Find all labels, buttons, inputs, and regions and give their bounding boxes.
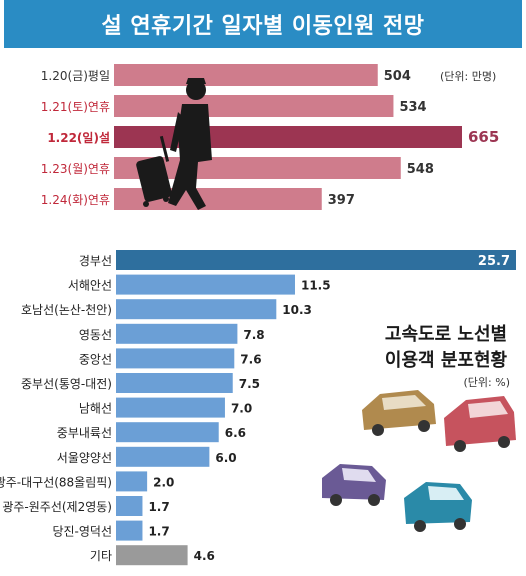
route-bar-2 [116, 299, 277, 320]
traveler-icon [136, 78, 212, 210]
route-value-5: 7.5 [239, 377, 260, 391]
day-label-0: 1.20(금)평일 [41, 69, 110, 83]
route-value-9: 2.0 [153, 475, 174, 489]
route-bar-0 [116, 250, 516, 270]
route-bar-12 [116, 545, 188, 566]
route-value-1: 11.5 [301, 279, 331, 293]
route-bar-6 [116, 397, 225, 418]
route-value-10: 1.7 [148, 500, 169, 514]
route-bar-1 [116, 274, 295, 295]
route-label-11: 당진-영덕선 [52, 525, 112, 539]
route-label-7: 중부내륙선 [57, 426, 112, 440]
route-label-0: 경부선 [79, 254, 112, 268]
day-bar-0 [114, 64, 378, 86]
day-label-1: 1.21(토)연휴 [41, 100, 110, 114]
route-title-line2: 이용객 분포현황 [385, 350, 508, 371]
day-label-3: 1.23(월)연휴 [41, 162, 110, 176]
route-label-1: 서해안선 [68, 279, 112, 293]
day-value-3: 548 [407, 162, 434, 177]
purple-car-icon [322, 464, 386, 506]
teal-car-icon [404, 482, 472, 532]
route-bar-11 [116, 520, 143, 541]
day-value-0: 504 [384, 69, 411, 84]
red-car-icon [444, 396, 516, 452]
route-value-7: 6.6 [225, 426, 246, 440]
travel-by-day-chart: 1.20(금)평일 504 1.21(토)연휴 534 1.22(일)설 665 1.23(… [41, 64, 499, 210]
highway-share-chart: 경부선 25.7 서해안선 11.5 호남선(논산-천안) 10.3 영동선 7.8 중앙선 7.… [0, 250, 516, 566]
route-bar-4 [116, 348, 235, 369]
route-value-8: 6.0 [215, 451, 236, 465]
route-title-line1: 고속도로 노선별 [385, 324, 507, 345]
route-value-0: 25.7 [478, 254, 510, 269]
route-bar-5 [116, 373, 233, 393]
day-bar-1 [114, 95, 394, 117]
route-unit-label: (단위: %) [464, 376, 510, 389]
route-value-2: 10.3 [282, 303, 312, 317]
day-value-2: 665 [468, 128, 499, 146]
day-value-1: 534 [399, 100, 426, 115]
route-label-10: 광주-원주선(제2영동) [2, 500, 112, 514]
route-value-4: 7.6 [240, 352, 261, 366]
day-label-4: 1.24(화)연휴 [41, 193, 110, 207]
route-label-12: 기타 [90, 549, 112, 563]
day-bar-2 [114, 126, 462, 148]
route-label-3: 영동선 [79, 328, 112, 342]
route-bar-7 [116, 422, 219, 443]
route-label-9: 광주-대구선(88올림픽) [0, 475, 112, 489]
route-value-3: 7.8 [243, 328, 264, 342]
day-value-4: 397 [328, 193, 355, 208]
route-label-6: 남해선 [79, 402, 112, 416]
route-label-8: 서울양양선 [57, 451, 112, 465]
route-bar-10 [116, 496, 143, 516]
day-label-2: 1.22(일)설 [47, 130, 110, 145]
route-bar-9 [116, 471, 148, 492]
page-title: 설 연휴기간 일자별 이동인원 전망 [4, 0, 522, 48]
day-unit-label: (단위: 만명) [440, 70, 496, 83]
route-label-4: 중앙선 [79, 352, 112, 366]
route-value-12: 4.6 [194, 549, 215, 563]
route-value-11: 1.7 [148, 525, 169, 539]
route-bar-3 [116, 323, 238, 344]
route-value-6: 7.0 [231, 402, 252, 416]
route-label-5: 중부선(통영-대전) [21, 377, 112, 391]
route-bar-8 [116, 446, 210, 467]
route-label-2: 호남선(논산-천안) [21, 302, 112, 317]
brown-car-icon [362, 390, 436, 436]
